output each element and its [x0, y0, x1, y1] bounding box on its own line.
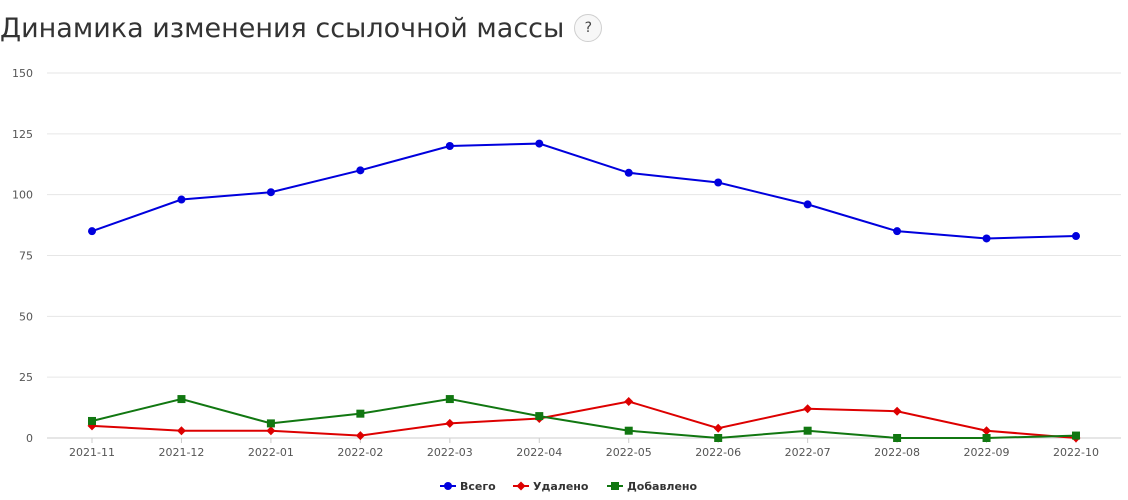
- data-point: [982, 434, 991, 442]
- x-tick-label: 2021-11: [69, 446, 115, 459]
- y-tick-label: 150: [12, 67, 33, 80]
- data-point: [266, 188, 275, 197]
- legend-label: Удалено: [533, 480, 589, 493]
- data-point: [982, 234, 991, 243]
- y-tick-label: 75: [19, 250, 33, 263]
- x-tick-label: 2022-06: [695, 446, 741, 459]
- series-diamond: [87, 397, 1081, 443]
- legend-marker: [516, 481, 526, 491]
- y-tick-label: 0: [26, 432, 33, 445]
- data-point: [714, 434, 723, 442]
- x-tick-label: 2022-03: [427, 446, 473, 459]
- data-point: [266, 419, 275, 428]
- x-axis: 2021-11 2021-12 2022-01 2022-02 2022-03 2022-…: [69, 438, 1099, 459]
- data-point: [713, 423, 723, 433]
- data-point: [177, 395, 186, 404]
- y-tick-label: 125: [12, 128, 33, 141]
- data-point: [803, 404, 813, 414]
- x-tick-label: 2022-01: [248, 446, 294, 459]
- data-point: [88, 227, 96, 236]
- data-point: [624, 426, 633, 435]
- x-tick-label: 2022-10: [1053, 446, 1099, 459]
- y-tick-label: 25: [19, 371, 33, 384]
- x-tick-label: 2022-09: [964, 446, 1010, 459]
- legend-item[interactable]: Всего: [440, 480, 496, 493]
- data-point: [982, 426, 992, 436]
- title-row: Динамика изменения ссылочной массы ?: [0, 8, 603, 48]
- y-tick-label: 50: [19, 310, 33, 323]
- data-point: [445, 395, 454, 404]
- y-axis: 0 25 50 75 100 125 150: [12, 67, 33, 445]
- x-tick-label: 2022-08: [874, 446, 920, 459]
- data-point: [1072, 431, 1080, 440]
- data-point: [624, 397, 634, 406]
- series-line: [91, 398, 1077, 440]
- x-tick-label: 2022-02: [337, 446, 383, 459]
- data-point: [266, 426, 276, 436]
- data-point: [176, 426, 186, 436]
- legend-label: Всего: [460, 480, 496, 493]
- series-group: [87, 139, 1081, 443]
- x-tick-label: 2022-04: [516, 446, 562, 459]
- gridlines: [47, 72, 1121, 439]
- y-tick-label: 100: [12, 189, 33, 202]
- data-point: [535, 139, 544, 148]
- data-point: [803, 426, 812, 435]
- data-point: [893, 227, 902, 236]
- data-point: [355, 431, 365, 441]
- data-point: [177, 195, 186, 204]
- data-point: [356, 409, 365, 418]
- legend-label: Добавлено: [627, 480, 698, 493]
- data-point: [1072, 232, 1080, 241]
- data-point: [714, 178, 723, 187]
- data-point: [535, 412, 544, 421]
- data-point: [893, 434, 902, 442]
- legend-marker: [611, 482, 619, 490]
- series-line: [91, 142, 1077, 240]
- legend-item[interactable]: Удалено: [513, 480, 589, 493]
- series-circle: [88, 139, 1080, 243]
- help-button[interactable]: ?: [574, 14, 603, 42]
- x-tick-label: 2022-07: [785, 446, 831, 459]
- help-icon: ?: [584, 20, 593, 36]
- series-square: [88, 395, 1080, 442]
- chart-title: Динамика изменения ссылочной массы: [0, 12, 565, 44]
- legend-marker: [444, 482, 452, 490]
- series-line: [91, 400, 1077, 439]
- data-point: [445, 142, 454, 150]
- x-tick-label: 2021-12: [158, 446, 204, 459]
- data-point: [356, 166, 365, 175]
- x-tick-label: 2022-05: [606, 446, 652, 459]
- data-point: [892, 406, 902, 416]
- data-point: [803, 200, 812, 209]
- data-point: [445, 418, 455, 428]
- legend-item[interactable]: Добавлено: [607, 480, 698, 493]
- legend: Всего Удалено Добавлено: [440, 480, 698, 493]
- data-point: [624, 168, 633, 177]
- data-point: [88, 416, 96, 425]
